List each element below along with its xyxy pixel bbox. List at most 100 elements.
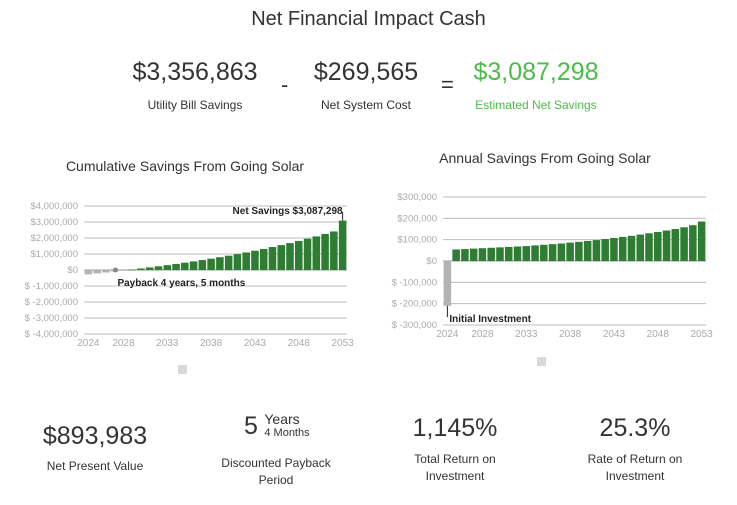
bar <box>330 231 338 270</box>
bar <box>259 248 268 270</box>
npv-value: $893,983 <box>42 422 148 450</box>
utility-savings-value: $3,356,863 <box>132 58 258 86</box>
bar <box>207 258 215 270</box>
bar <box>680 227 688 261</box>
bar <box>636 234 645 261</box>
bar <box>531 245 539 261</box>
net-system-cost-value: $269,565 <box>313 58 419 86</box>
bar <box>224 255 233 270</box>
estimated-net-savings-label: Estimated Net Savings <box>475 98 597 112</box>
bar <box>478 248 487 261</box>
x-tick-label: 2028 <box>112 338 135 349</box>
bar <box>216 257 224 270</box>
y-tick-label: $ -3,000,000 <box>25 313 78 324</box>
rate-of-return-label-line2: Investment <box>605 469 665 483</box>
discounted-payback-label-line2: Period <box>258 473 294 487</box>
bar <box>566 242 574 261</box>
bar <box>689 225 697 261</box>
bar <box>548 244 557 261</box>
y-tick-label: $3,000,000 <box>30 217 78 228</box>
bar <box>181 262 189 270</box>
y-tick-label: $1,000,000 <box>30 249 78 260</box>
x-tick-label: 2038 <box>559 329 582 340</box>
initial-investment-annotation: Initial Investment <box>449 314 531 325</box>
bar <box>452 249 460 261</box>
annual-chart-title: Annual Savings From Going Solar <box>439 150 651 166</box>
bar <box>145 267 154 270</box>
bar <box>251 250 259 270</box>
bar <box>277 245 286 270</box>
npv-label: Net Present Value <box>46 459 144 473</box>
bar <box>303 238 312 270</box>
bar <box>592 240 601 261</box>
bar <box>443 261 452 306</box>
x-tick-label: 2028 <box>471 329 494 340</box>
bar <box>513 246 522 261</box>
bar <box>338 220 347 270</box>
payback-years-number: 5 <box>244 412 258 440</box>
equals-operator: = <box>441 72 454 97</box>
bar <box>610 237 618 261</box>
bar <box>627 235 636 261</box>
rate-of-return-label-line1: Rate of Return on <box>587 452 683 466</box>
bar <box>469 248 478 261</box>
rate-of-return-label: Rate of Return on Investment <box>560 451 710 485</box>
bar <box>662 230 671 261</box>
discounted-payback-label-line1: Discounted Payback <box>221 456 331 470</box>
y-tick-label: $0 <box>426 256 437 267</box>
bar <box>128 269 136 271</box>
y-tick-label: $0 <box>67 265 78 276</box>
bar <box>137 268 145 270</box>
y-tick-label: $ -2,000,000 <box>25 297 78 308</box>
bar <box>93 270 101 274</box>
x-tick-label: 2053 <box>331 338 354 349</box>
payback-years-unit: Years <box>264 411 300 427</box>
bar <box>601 239 609 261</box>
chart-pager-dot[interactable] <box>537 357 546 366</box>
total-roi-label-line1: Total Return on <box>414 452 496 466</box>
rate-of-return-value: 25.3% <box>599 414 671 442</box>
x-tick-label: 2043 <box>603 329 626 340</box>
utility-savings-label: Utility Bill Savings <box>147 98 243 112</box>
cumulative-savings-chart: $4,000,000 $3,000,000 $2,000,000 $1,000,000… <box>25 201 355 349</box>
y-tick-label: $4,000,000 <box>30 201 78 212</box>
y-tick-label: $100,000 <box>397 235 437 246</box>
bar <box>496 247 504 261</box>
cumulative-chart-title: Cumulative Savings From Going Solar <box>65 158 305 174</box>
bar <box>163 265 172 270</box>
bar <box>268 247 277 270</box>
page-title: Net Financial Impact Cash <box>251 8 486 30</box>
payback-marker <box>112 267 118 273</box>
annual-savings-chart: $300,000 $200,000 $100,000 $0 $ -100,000 $ -2… <box>392 192 714 340</box>
bar <box>461 249 469 261</box>
y-tick-label: $200,000 <box>397 213 437 224</box>
total-roi-value: 1,145% <box>412 414 498 442</box>
bar <box>540 244 548 261</box>
y-tick-label: $ -200,000 <box>392 299 437 310</box>
x-tick-label: 2048 <box>647 329 670 340</box>
bar <box>575 241 583 261</box>
estimated-net-savings-value: $3,087,298 <box>473 58 599 86</box>
bar <box>645 233 653 261</box>
bar <box>189 261 198 270</box>
bar <box>697 221 706 261</box>
total-roi-label: Total Return on Investment <box>380 451 530 485</box>
net-system-cost-label: Net System Cost <box>320 98 412 112</box>
y-tick-label: $2,000,000 <box>30 233 78 244</box>
payback-annotation: Payback 4 years, 5 months <box>117 278 245 289</box>
bar <box>583 240 592 261</box>
bar <box>286 243 294 270</box>
bar <box>654 231 662 261</box>
y-tick-label: $ -4,000,000 <box>25 329 78 340</box>
y-tick-label: $300,000 <box>397 192 437 203</box>
bar <box>242 252 250 270</box>
payback-months: 4 Months <box>264 427 310 439</box>
bar <box>487 247 495 261</box>
x-tick-label: 2033 <box>156 338 179 349</box>
x-tick-label: 2024 <box>77 338 100 349</box>
bar <box>312 236 321 270</box>
y-tick-label: $ -100,000 <box>392 277 437 288</box>
x-tick-label: 2033 <box>515 329 538 340</box>
chart-pager-dot[interactable] <box>178 365 187 374</box>
net-savings-annotation: Net Savings $3,087,298 <box>233 206 344 217</box>
